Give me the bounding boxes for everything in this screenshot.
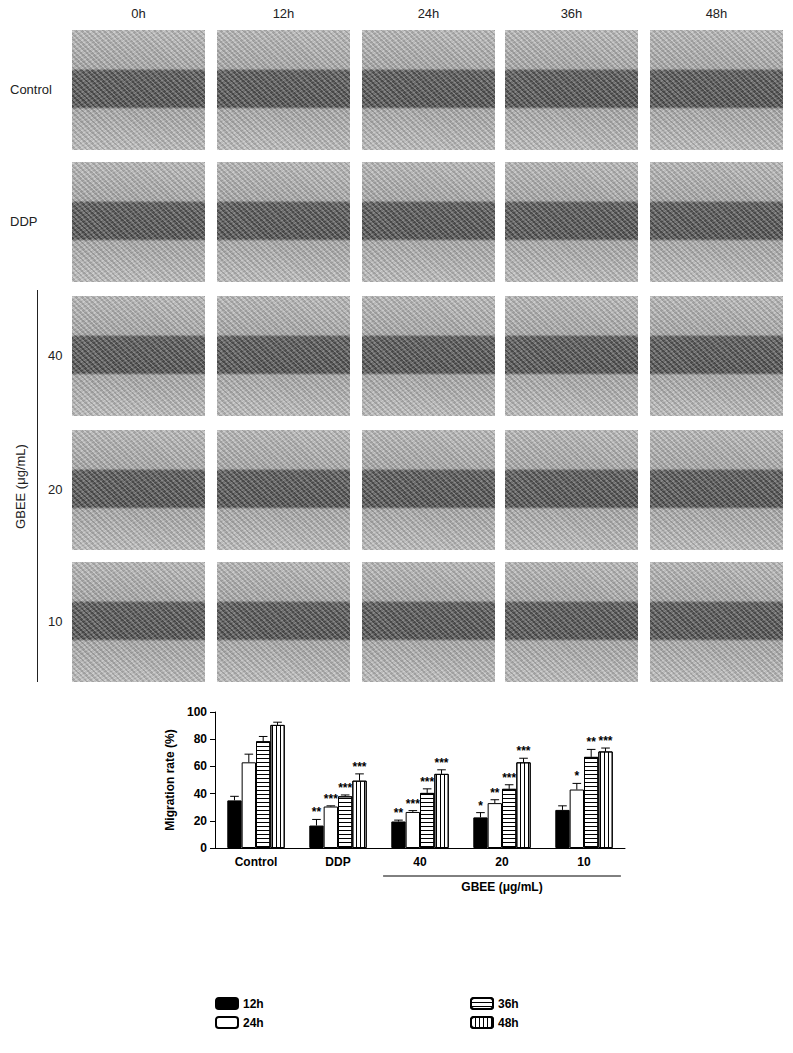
svg-text:***: *** — [353, 760, 367, 774]
svg-text:***: *** — [502, 771, 516, 785]
html-text:12h: 12h — [272, 6, 295, 21]
svg-text:24h: 24h — [243, 1016, 264, 1030]
svg-text:GBEE (μg/mL): GBEE (μg/mL) — [461, 880, 542, 894]
html-text:10: 10 — [48, 614, 63, 629]
html-text:40: 40 — [48, 348, 63, 363]
svg-text:60: 60 — [194, 759, 208, 773]
svg-text:**: ** — [587, 735, 597, 749]
html-text:DDP: DDP — [10, 214, 38, 229]
svg-text:***: *** — [420, 775, 434, 789]
html-text:24h: 24h — [417, 6, 440, 21]
svg-text:Control: Control — [235, 855, 278, 869]
svg-text:Migration rate (%): Migration rate (%) — [163, 729, 177, 830]
html-text:Control: Control — [10, 82, 52, 97]
svg-text:***: *** — [324, 792, 338, 806]
svg-text:*: * — [478, 799, 483, 813]
svg-text:10: 10 — [577, 855, 591, 869]
svg-text:**: ** — [490, 786, 500, 800]
svg-text:***: *** — [435, 756, 449, 770]
html-text:0h: 0h — [131, 6, 146, 21]
svg-text:***: *** — [517, 744, 531, 758]
svg-text:***: *** — [338, 781, 352, 795]
svg-text:0: 0 — [200, 841, 207, 855]
svg-text:40: 40 — [194, 787, 208, 801]
svg-text:100: 100 — [187, 705, 207, 719]
svg-text:DDP: DDP — [325, 855, 350, 869]
svg-text:***: *** — [406, 797, 420, 811]
svg-text:20: 20 — [495, 855, 509, 869]
html-text:48h: 48h — [705, 6, 728, 21]
svg-text:36h: 36h — [498, 997, 519, 1011]
svg-text:40: 40 — [413, 855, 427, 869]
svg-text:12h: 12h — [243, 997, 264, 1011]
html-text:GBEE (μg/mL): GBEE (μg/mL) — [12, 443, 28, 529]
svg-text:48h: 48h — [498, 1016, 519, 1030]
svg-text:*: * — [574, 769, 579, 783]
svg-text:80: 80 — [194, 732, 208, 746]
html-text:20: 20 — [48, 482, 63, 497]
svg-text:**: ** — [312, 805, 322, 819]
svg-text:**: ** — [394, 806, 404, 820]
svg-text:20: 20 — [194, 814, 208, 828]
html-text:36h: 36h — [560, 6, 583, 21]
svg-text:***: *** — [599, 734, 613, 748]
